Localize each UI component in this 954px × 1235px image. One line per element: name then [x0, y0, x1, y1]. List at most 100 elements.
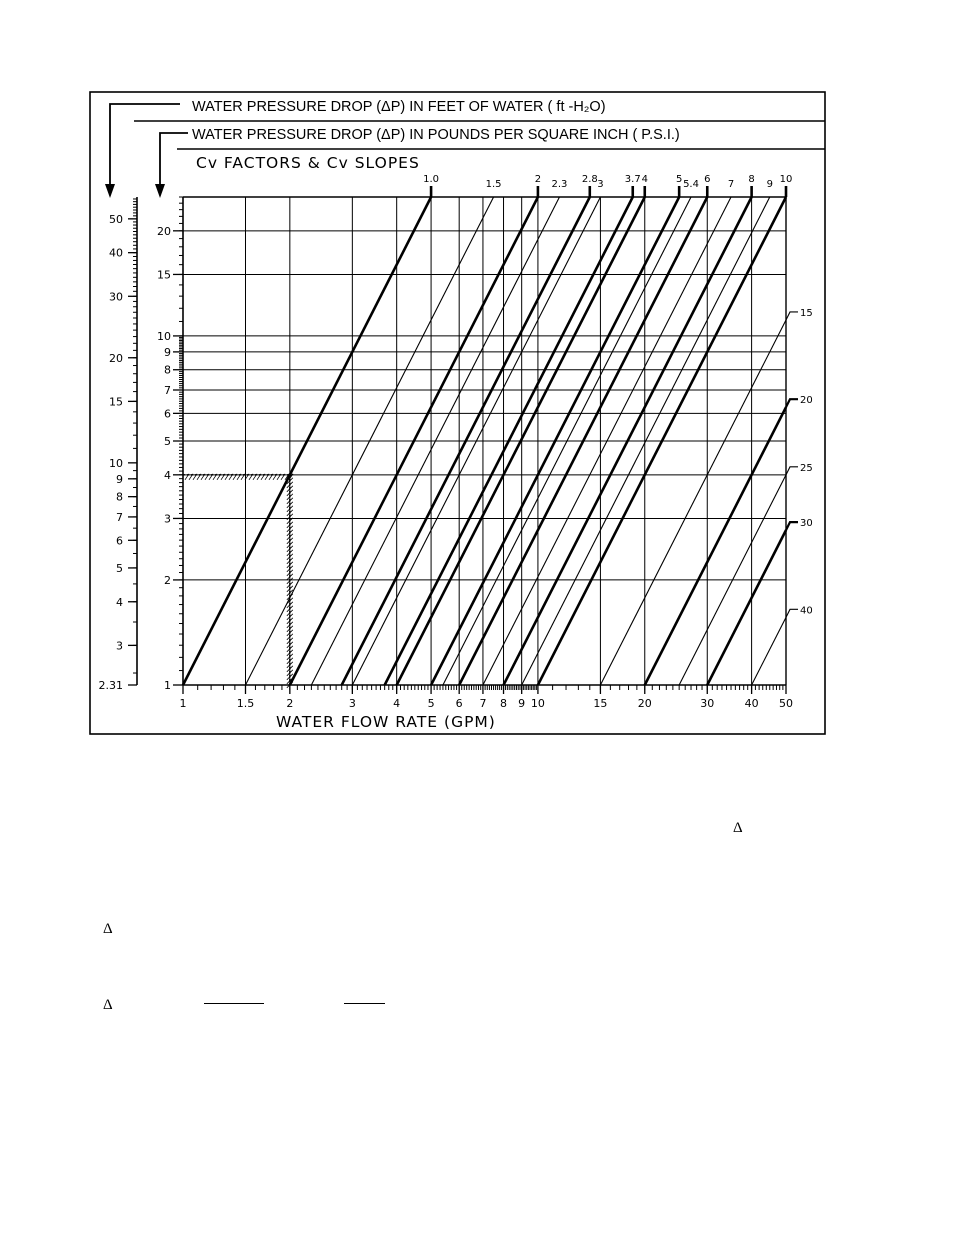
psi-tick-label-8: 8: [164, 364, 171, 377]
ft-tick-label-30: 30: [109, 290, 123, 303]
cv-top-label-5: 5: [676, 174, 682, 185]
example-hatch-h: [244, 473, 250, 481]
x-tick-label-30: 30: [700, 697, 714, 710]
delta-symbol-2: Δ: [103, 921, 113, 937]
example-hatch-v: [286, 641, 294, 649]
cv-right-leader-40: [785, 608, 798, 618]
cv-line-2: [288, 196, 540, 686]
psi-tick-label-10: 10: [157, 330, 171, 343]
cv-top-label-8: 8: [748, 174, 754, 185]
cv-line-3-7: [383, 196, 634, 686]
cv-right-label-25: 25: [800, 463, 813, 474]
ft-tick-label-20: 20: [109, 352, 123, 365]
example-hatch-h: [260, 473, 266, 481]
example-hatch-h: [252, 473, 258, 481]
example-hatch-v: [286, 541, 294, 549]
x-tick-label-6: 6: [456, 697, 463, 710]
example-hatch-v: [286, 601, 294, 609]
example-hatch-v: [286, 565, 294, 573]
example-hatch-v: [286, 517, 294, 525]
cv-line-4: [395, 196, 646, 686]
example-hatch-v: [286, 633, 294, 641]
example-hatch-h: [264, 473, 270, 481]
example-hatch-v: [286, 637, 294, 645]
example-hatch-v: [286, 581, 294, 589]
cv-top-label-2-3: 2.3: [552, 179, 568, 190]
x-tick-label-2: 2: [286, 697, 293, 710]
cv-right-label-30: 30: [800, 518, 813, 529]
cv-top-label-2-8: 2.8: [582, 174, 598, 185]
cv-line-7: [482, 196, 732, 686]
example-hatch-v: [286, 493, 294, 501]
cv-top-label-3: 3: [597, 179, 603, 190]
example-hatch-h: [212, 473, 218, 481]
ft-h2o-arrow: [109, 103, 180, 186]
x-tick-label-50: 50: [779, 697, 793, 710]
example-hatch-h: [188, 473, 194, 481]
example-hatch-h: [220, 473, 226, 481]
cv-line-2-8: [340, 196, 591, 686]
x-tick-label-3: 3: [349, 697, 356, 710]
x-tick-label-4: 4: [393, 697, 400, 710]
cv-top-label-10: 10: [780, 174, 793, 185]
example-hatch-v: [286, 621, 294, 629]
ft-tick-label-2-31: 2.31: [99, 679, 124, 692]
ft-tick-label-40: 40: [109, 247, 123, 260]
cv-line-5-4: [442, 196, 692, 686]
psi-tick-label-3: 3: [164, 512, 171, 525]
example-hatch-v: [286, 665, 294, 673]
psi-tick-label-20: 20: [157, 225, 171, 238]
example-hatch-v: [286, 537, 294, 545]
x-tick-label-20: 20: [638, 697, 652, 710]
cv-top-label-1-0: 1.0: [423, 174, 439, 185]
psi-tick-label-2: 2: [164, 574, 171, 587]
example-hatch-v: [286, 525, 294, 533]
x-tick-label-9: 9: [518, 697, 525, 710]
cv-line-2-3: [310, 196, 560, 686]
example-hatch-v: [286, 577, 294, 585]
cv-line-1-0: [181, 196, 433, 686]
cv-line-3: [351, 196, 601, 686]
example-hatch-v: [286, 497, 294, 505]
example-hatch-h: [192, 473, 198, 481]
psi-arrow: [159, 132, 188, 186]
psi-tick-label-6: 6: [164, 407, 171, 420]
example-hatch-v: [286, 569, 294, 577]
cv-top-label-2: 2: [535, 174, 541, 185]
delta-symbol-1: Δ: [733, 820, 743, 836]
example-hatch-v: [286, 629, 294, 637]
ft-tick-label-50: 50: [109, 213, 123, 226]
example-hatch-h: [256, 473, 262, 481]
ft-tick-label-8: 8: [116, 491, 123, 504]
example-hatch-h: [268, 473, 274, 481]
example-hatch-v: [286, 573, 294, 581]
ft-tick-label-6: 6: [116, 534, 123, 547]
x-tick-label-5: 5: [428, 697, 435, 710]
example-hatch-v: [286, 477, 294, 485]
plot-area: 1 1.5 2 3 4 5 6 7 8 9 10 15 20 30 40 501234567891015202…: [99, 174, 813, 710]
cv-line-9: [521, 196, 771, 686]
cv-line-5: [429, 196, 681, 686]
cv-right-label-15: 15: [800, 308, 813, 319]
example-hatch-v: [286, 645, 294, 653]
example-hatch-h: [216, 473, 222, 481]
example-hatch-v: [286, 505, 294, 513]
example-hatch-h: [228, 473, 234, 481]
psi-tick-label-15: 15: [157, 268, 171, 281]
ft-tick-label-15: 15: [109, 395, 123, 408]
example-hatch-v: [286, 561, 294, 569]
example-hatch-v: [286, 553, 294, 561]
example-hatch-v: [286, 545, 294, 553]
cv-top-label-3-7: 3.7: [625, 174, 641, 185]
cv-line-6: [458, 196, 709, 686]
example-hatch-v: [286, 481, 294, 489]
example-hatch-v: [286, 501, 294, 509]
example-hatch-v: [286, 557, 294, 565]
psi-arrow-head: [155, 184, 165, 198]
example-hatch-h: [232, 473, 238, 481]
example-hatch-v: [286, 521, 294, 529]
example-hatch-v: [286, 589, 294, 597]
example-hatch-h: [272, 473, 278, 481]
psi-tick-label-4: 4: [164, 469, 171, 482]
